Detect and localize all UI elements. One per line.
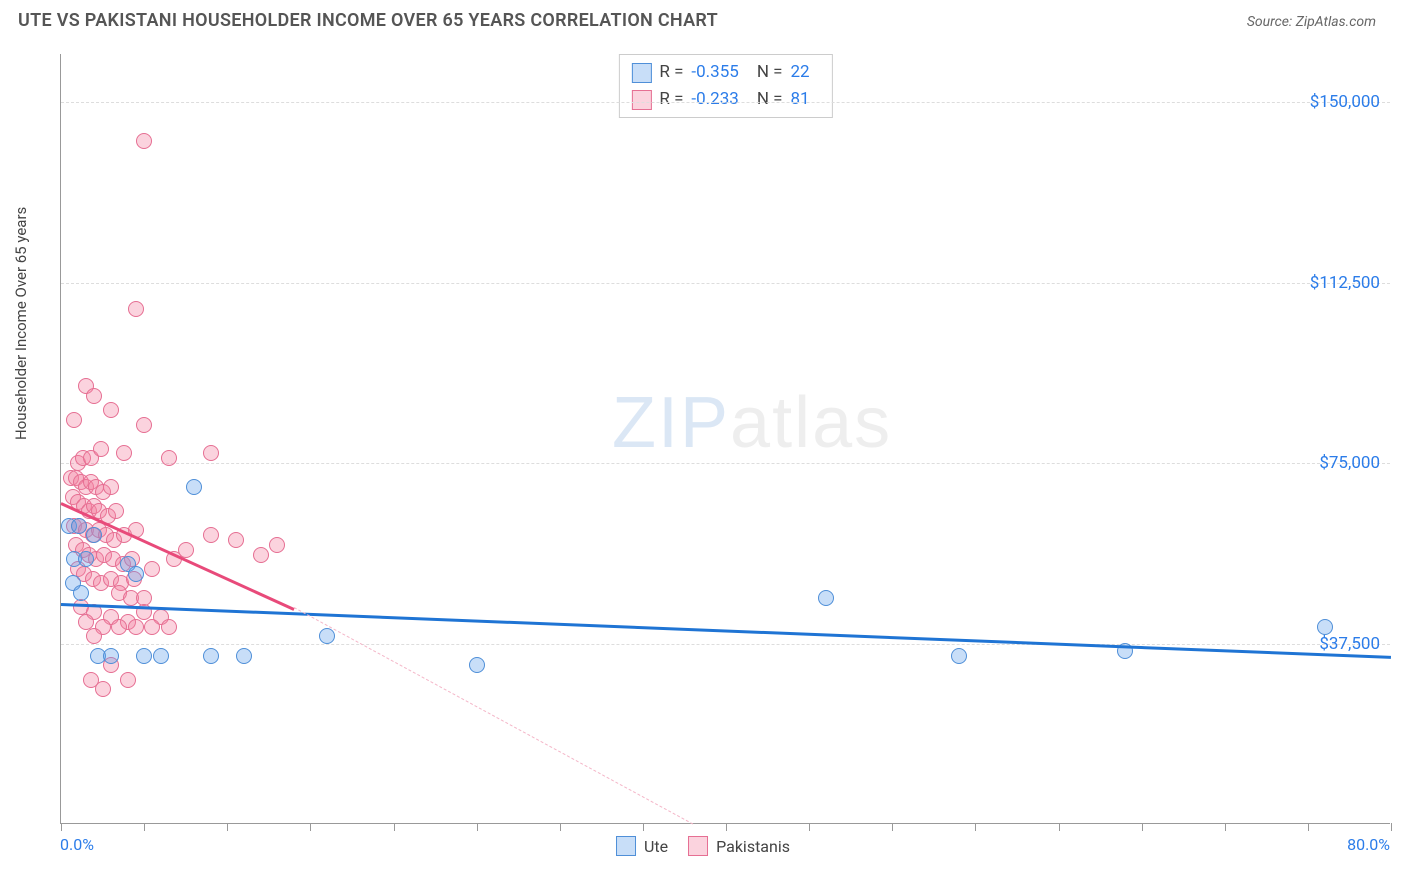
gridline [61,283,1390,284]
scatter-point [469,657,485,673]
scatter-point [136,648,152,664]
legend-label-ute: Ute [644,837,668,856]
scatter-point [203,648,219,664]
scatter-point [71,518,87,534]
scatter-point [144,561,160,577]
scatter-point [120,672,136,688]
scatter-point [86,527,102,543]
watermark-zip: ZIP [612,383,730,463]
n-value-ute: 22 [791,59,810,86]
scatter-point [228,532,244,548]
title-bar: UTE VS PAKISTANI HOUSEHOLDER INCOME OVER… [0,0,1406,37]
chart-title: UTE VS PAKISTANI HOUSEHOLDER INCOME OVER… [18,10,718,31]
source-label: Source: ZipAtlas.com [1247,14,1376,30]
scatter-point [951,648,967,664]
scatter-point [136,417,152,433]
scatter-point [86,628,102,644]
x-tick [310,823,311,831]
legend-bottom: Ute Pakistanis [616,836,790,856]
scatter-point [136,133,152,149]
r-value-pakistanis: -0.233 [691,86,738,113]
chart-container: UTE VS PAKISTANI HOUSEHOLDER INCOME OVER… [0,0,1406,892]
y-tick-label: $150,000 [1310,92,1380,112]
x-tick [643,823,644,831]
watermark: ZIPatlas [612,382,892,464]
y-tick-label: $37,500 [1319,634,1380,654]
swatch-ute [616,836,636,856]
scatter-point [186,479,202,495]
legend-top: R = -0.355 N = 22 R = -0.233 N = 81 [618,54,832,118]
scatter-point [128,619,144,635]
scatter-point [103,479,119,495]
scatter-point [128,301,144,317]
swatch-pakistanis [631,90,651,110]
scatter-point [319,628,335,644]
x-tick [1059,823,1060,831]
swatch-ute [631,63,651,83]
r-label: R = [659,86,683,113]
scatter-point [78,551,94,567]
x-tick [1225,823,1226,831]
x-tick [726,823,727,831]
y-tick-label: $75,000 [1319,453,1380,473]
scatter-point [83,672,99,688]
legend-row-ute: R = -0.355 N = 22 [631,59,819,86]
scatter-point [78,614,94,630]
n-label: N = [757,59,783,86]
x-tick [477,823,478,831]
legend-label-pakistanis: Pakistanis [716,837,790,856]
x-tick [809,823,810,831]
x-axis-end-label: 80.0% [1347,835,1390,854]
scatter-point [253,547,269,563]
trend-line [294,607,693,824]
legend-row-pakistanis: R = -0.233 N = 81 [631,86,819,113]
y-tick-label: $112,500 [1310,273,1380,293]
scatter-point [66,412,82,428]
scatter-point [269,537,285,553]
scatter-point [103,648,119,664]
gridline [61,644,1390,645]
scatter-point [161,619,177,635]
plot-area: ZIPatlas R = -0.355 N = 22 R = -0.233 N … [60,54,1390,824]
scatter-point [236,648,252,664]
scatter-point [86,388,102,404]
scatter-point [73,585,89,601]
trend-line [61,603,1391,659]
scatter-point [161,450,177,466]
legend-item-ute: Ute [616,836,668,856]
x-tick [560,823,561,831]
n-value-pakistanis: 81 [791,86,810,113]
x-tick [892,823,893,831]
x-tick [1308,823,1309,831]
n-label: N = [757,86,783,113]
scatter-point [116,445,132,461]
gridline [61,463,1390,464]
scatter-point [128,566,144,582]
x-tick [975,823,976,831]
x-tick [1391,823,1392,831]
x-tick [1142,823,1143,831]
scatter-point [108,503,124,519]
x-tick [394,823,395,831]
scatter-point [818,590,834,606]
r-label: R = [659,59,683,86]
x-tick [144,823,145,831]
scatter-point [93,441,109,457]
scatter-point [144,619,160,635]
watermark-atlas: atlas [730,383,892,463]
scatter-point [1317,619,1333,635]
x-axis-start-label: 0.0% [60,835,94,854]
legend-item-pakistanis: Pakistanis [688,836,790,856]
r-value-ute: -0.355 [691,59,738,86]
x-tick [61,823,62,831]
scatter-point [111,619,127,635]
scatter-point [153,648,169,664]
swatch-pakistanis [688,836,708,856]
scatter-point [103,402,119,418]
y-axis-label: Householder Income Over 65 years [12,207,30,440]
scatter-point [203,527,219,543]
x-tick [227,823,228,831]
gridline [61,102,1390,103]
scatter-point [203,445,219,461]
